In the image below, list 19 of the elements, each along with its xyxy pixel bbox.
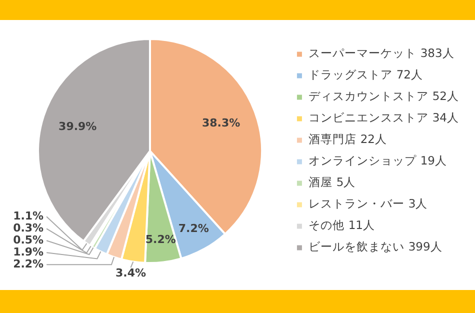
legend-label: 酒専門店 22人 xyxy=(308,132,388,146)
data-label: 3.4% xyxy=(115,266,146,280)
legend-label: ディスカウントストア 52人 xyxy=(308,89,460,104)
legend-label: スーパーマーケット 383人 xyxy=(308,46,454,60)
legend-label: その他 11人 xyxy=(308,218,376,232)
data-label: 1.9% xyxy=(13,246,44,259)
legend-label: ビールを飲まない 399人 xyxy=(308,240,442,254)
data-label: 39.9% xyxy=(58,120,97,134)
data-label: 7.2% xyxy=(178,222,209,236)
data-label: 0.3% xyxy=(13,222,44,235)
legend-label: ドラッグストア 72人 xyxy=(308,68,424,82)
data-label: 2.2% xyxy=(13,258,44,271)
legend-label: レストラン・バー 3人 xyxy=(308,196,428,211)
legend-label: コンビニエンスストア 34人 xyxy=(308,110,460,125)
legend-label: 酒屋 5人 xyxy=(308,175,356,190)
data-label: 38.3% xyxy=(202,116,240,130)
data-label: 0.5% xyxy=(13,234,44,247)
data-label: 1.1% xyxy=(13,210,44,223)
legend-label: オンラインショップ 19人 xyxy=(308,154,448,168)
